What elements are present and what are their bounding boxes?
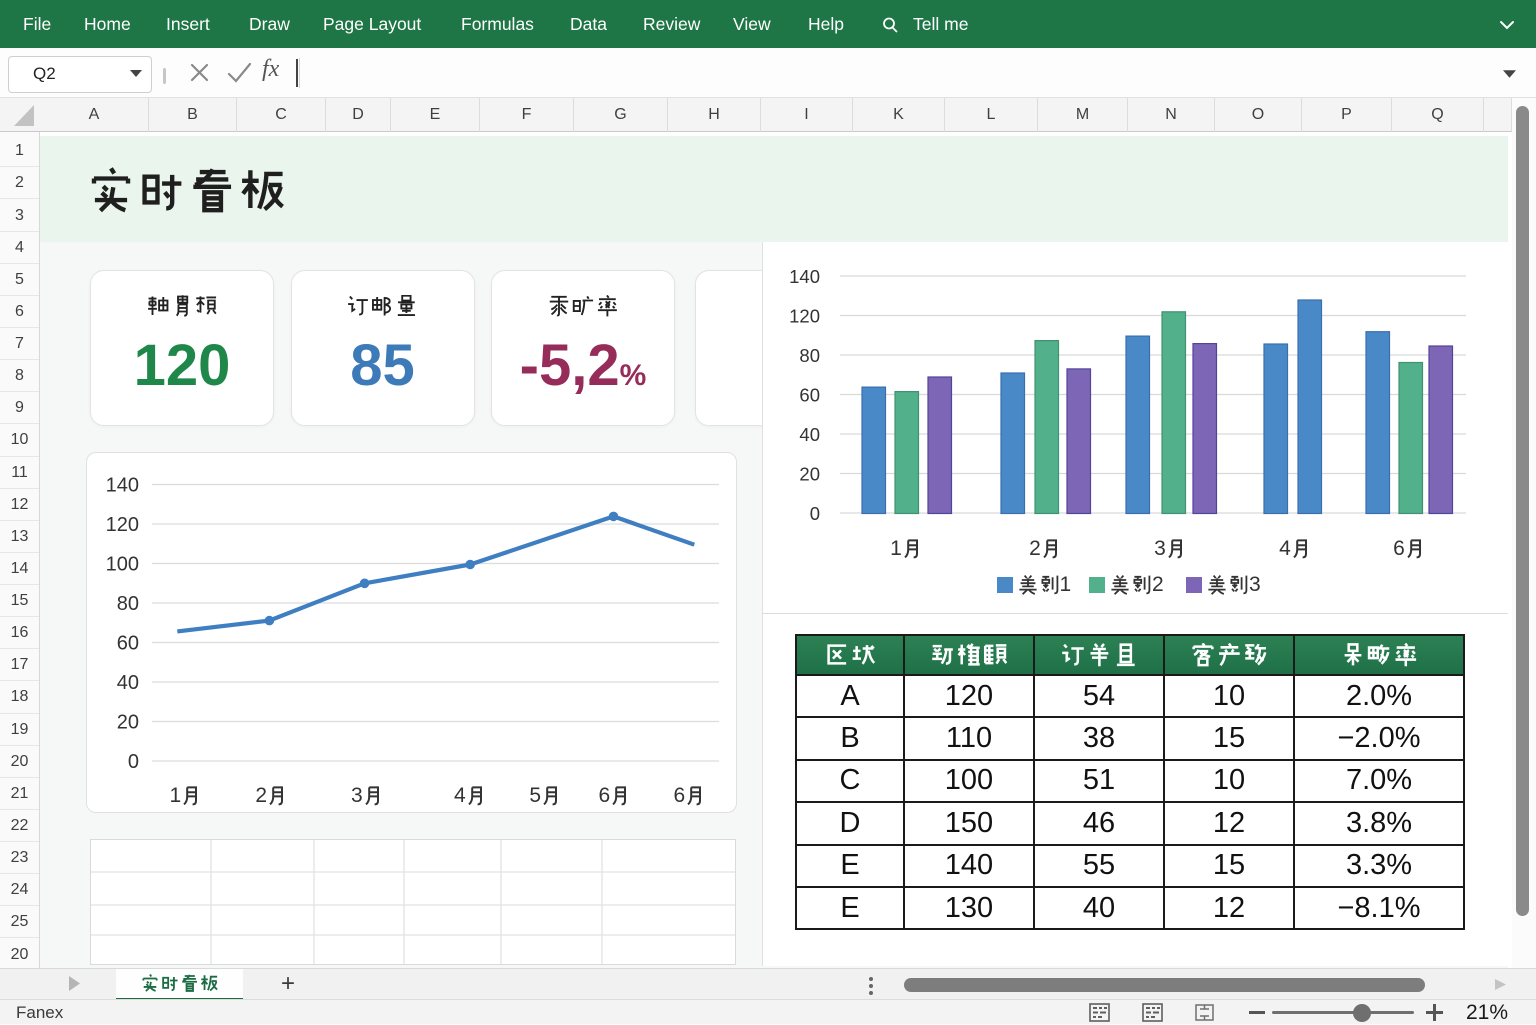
svg-text:120: 120 (106, 514, 139, 536)
svg-text:140: 140 (789, 266, 820, 287)
svg-text:60: 60 (117, 633, 139, 655)
svg-text:20: 20 (117, 712, 139, 734)
svg-text:100: 100 (106, 554, 139, 576)
svg-text:120: 120 (789, 306, 820, 327)
svg-text:20: 20 (799, 464, 820, 485)
svg-text:40: 40 (799, 424, 820, 445)
svg-text:0: 0 (810, 503, 820, 524)
svg-text:60: 60 (799, 385, 820, 406)
svg-text:40: 40 (117, 672, 139, 694)
svg-text:140: 140 (106, 475, 139, 497)
svg-text:0: 0 (128, 751, 139, 773)
svg-text:80: 80 (117, 593, 139, 615)
svg-text:80: 80 (799, 345, 820, 366)
